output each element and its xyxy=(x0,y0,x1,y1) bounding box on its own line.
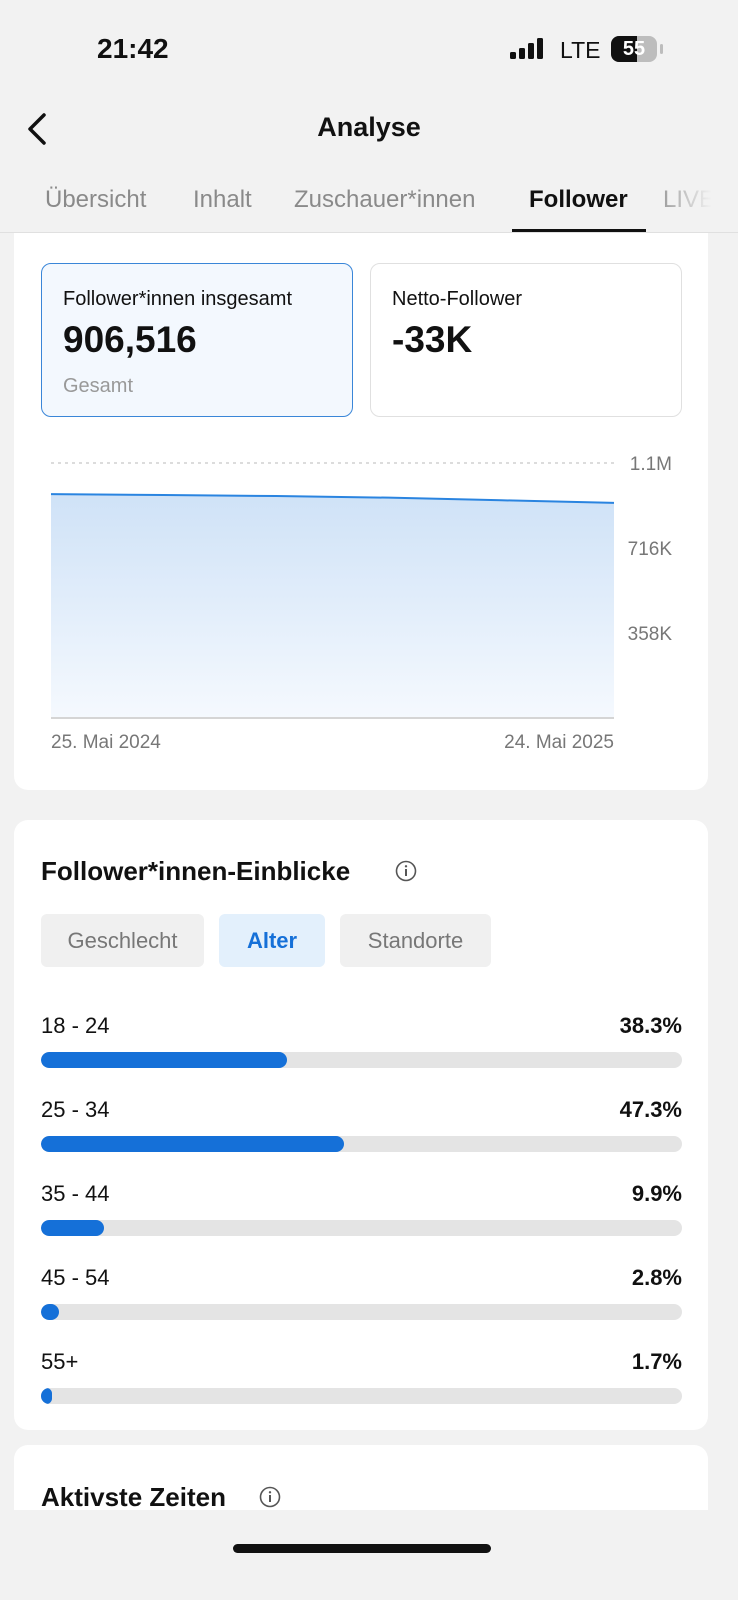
bar xyxy=(41,1388,52,1404)
x-tick-label: 25. Mai 2024 xyxy=(51,732,161,753)
tab-underline xyxy=(512,229,646,233)
x-tick-label: 24. Mai 2025 xyxy=(504,732,614,753)
bar-track xyxy=(41,1220,682,1236)
home-indicator xyxy=(233,1544,491,1553)
insights-card xyxy=(14,820,708,1430)
y-tick-label: 358K xyxy=(628,624,673,645)
metric-note: Gesamt xyxy=(63,375,134,397)
tab[interactable]: Inhalt xyxy=(193,186,252,213)
clock: 21:42 xyxy=(97,33,169,64)
battery-level: 55 xyxy=(622,38,646,60)
bar xyxy=(41,1304,59,1320)
age-label: 25 - 34 xyxy=(41,1097,110,1122)
active-times-card xyxy=(14,1445,708,1510)
line xyxy=(50,493,615,504)
follower-chart: 358K 716K 1.1M 25. Mai 2024 24. Mai 2025 xyxy=(50,454,673,753)
tab-fade xyxy=(650,160,738,233)
network: LTE xyxy=(560,37,601,63)
tab[interactable]: Follower xyxy=(529,186,628,213)
metric-label: Follower*innen insgesamt xyxy=(63,288,293,310)
area xyxy=(51,494,614,718)
battery: 55 xyxy=(611,36,657,62)
tab[interactable]: Übersicht xyxy=(45,186,147,213)
age-value: 38.3% xyxy=(619,1013,682,1038)
bar-track xyxy=(41,1388,682,1404)
section-title: Aktivste Zeiten xyxy=(41,1482,226,1512)
tab-divider xyxy=(0,232,738,233)
age-label: 18 - 24 xyxy=(41,1013,110,1038)
metric-label: Netto-Follower xyxy=(392,288,523,310)
bottom-area xyxy=(0,1510,738,1600)
page-title: Analyse xyxy=(317,112,421,142)
y-tick-label: 1.1M xyxy=(630,454,672,475)
y-tick-label: 716K xyxy=(628,539,673,560)
tab-bar: ÜbersichtInhaltZuschauer*innenFollowerLI… xyxy=(0,160,738,233)
age-value: 2.8% xyxy=(631,1265,682,1290)
bar-track xyxy=(41,1136,682,1152)
signal-icon xyxy=(510,38,543,59)
battery-tip xyxy=(660,44,663,54)
filter-chip[interactable]: Geschlecht xyxy=(41,914,204,967)
bar-track xyxy=(41,1052,682,1068)
metric-card[interactable]: Netto-Follower -33K xyxy=(370,263,682,417)
age-value: 1.7% xyxy=(631,1349,682,1374)
metric-value: -33K xyxy=(392,319,473,360)
age-value: 9.9% xyxy=(631,1181,682,1206)
filter-chip[interactable]: Standorte xyxy=(340,914,491,967)
bar-track xyxy=(41,1304,682,1320)
bar xyxy=(41,1136,345,1152)
metric-value: 906,516 xyxy=(63,319,197,360)
back-button[interactable] xyxy=(24,112,52,146)
info-icon[interactable] xyxy=(259,1486,281,1508)
age-label: 45 - 54 xyxy=(41,1265,110,1290)
filter-chip[interactable]: Alter xyxy=(219,914,325,967)
section-title: Follower*innen-Einblicke xyxy=(41,856,351,886)
age-value: 47.3% xyxy=(619,1097,682,1122)
age-label: 35 - 44 xyxy=(41,1181,110,1206)
info-icon[interactable] xyxy=(395,860,417,882)
bar xyxy=(41,1220,105,1236)
metric-card[interactable]: Follower*innen insgesamt 906,516 Gesamt xyxy=(41,263,353,417)
bar xyxy=(41,1052,287,1068)
tab[interactable]: Zuschauer*innen xyxy=(294,186,476,213)
age-label: 55+ xyxy=(41,1349,79,1374)
